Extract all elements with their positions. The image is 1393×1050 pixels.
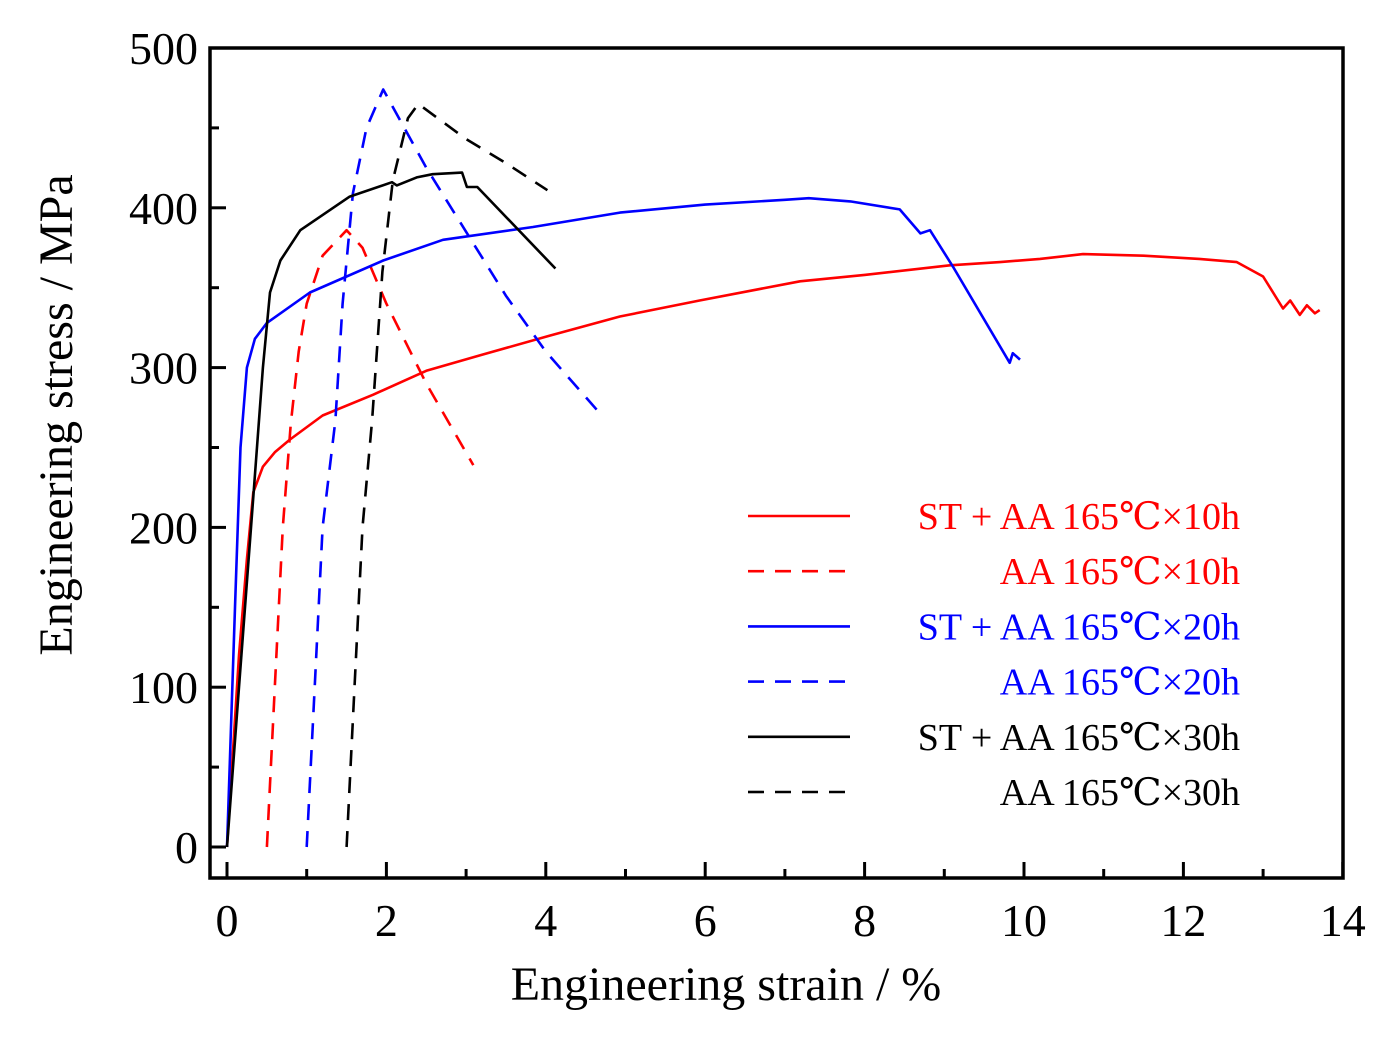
y-axis-title: Engineering stress / MPa [30,174,83,655]
series-line-3 [305,88,599,848]
legend-label-5: AA 165℃×30h [1000,772,1240,814]
series-line-2 [225,196,1021,848]
y-tick-label: 300 [129,343,198,394]
legend-label-3: AA 165℃×20h [1000,662,1240,704]
x-tick-label: 6 [694,895,717,946]
x-tick-label: 8 [853,895,876,946]
y-tick-label: 200 [129,502,198,553]
y-tick-label: 100 [129,662,198,713]
y-tick-label: 0 [175,822,198,873]
plot-area [225,88,1321,848]
x-tick-label: 14 [1320,895,1366,946]
series-line-4 [225,171,557,848]
series-line-0 [225,252,1321,848]
series-line-1 [265,228,475,848]
legend-label-0: ST + AA 165℃×10h [918,496,1240,538]
x-axis-title: Engineering strain / % [511,958,942,1011]
x-tick-label: 12 [1160,895,1206,946]
y-tick-label: 400 [129,183,198,234]
y-tick-label: 500 [129,23,198,74]
x-tick-label: 10 [1001,895,1047,946]
legend: ST + AA 165℃×10h AA 165℃×10h ST + AA 165℃×… [748,496,1240,814]
plot-frame [208,46,1345,880]
legend-label-2: ST + AA 165℃×20h [918,606,1240,648]
x-tick-label: 4 [534,895,557,946]
legend-label-1: AA 165℃×10h [1000,551,1240,593]
x-tick-label: 0 [216,895,239,946]
axes: 0 2 4 6 8 10 12 14 0 100 200 300 400 500 [129,23,1366,946]
series-line-5 [345,102,549,848]
legend-label-4: ST + AA 165℃×30h [918,717,1240,759]
x-tick-label: 2 [375,895,398,946]
